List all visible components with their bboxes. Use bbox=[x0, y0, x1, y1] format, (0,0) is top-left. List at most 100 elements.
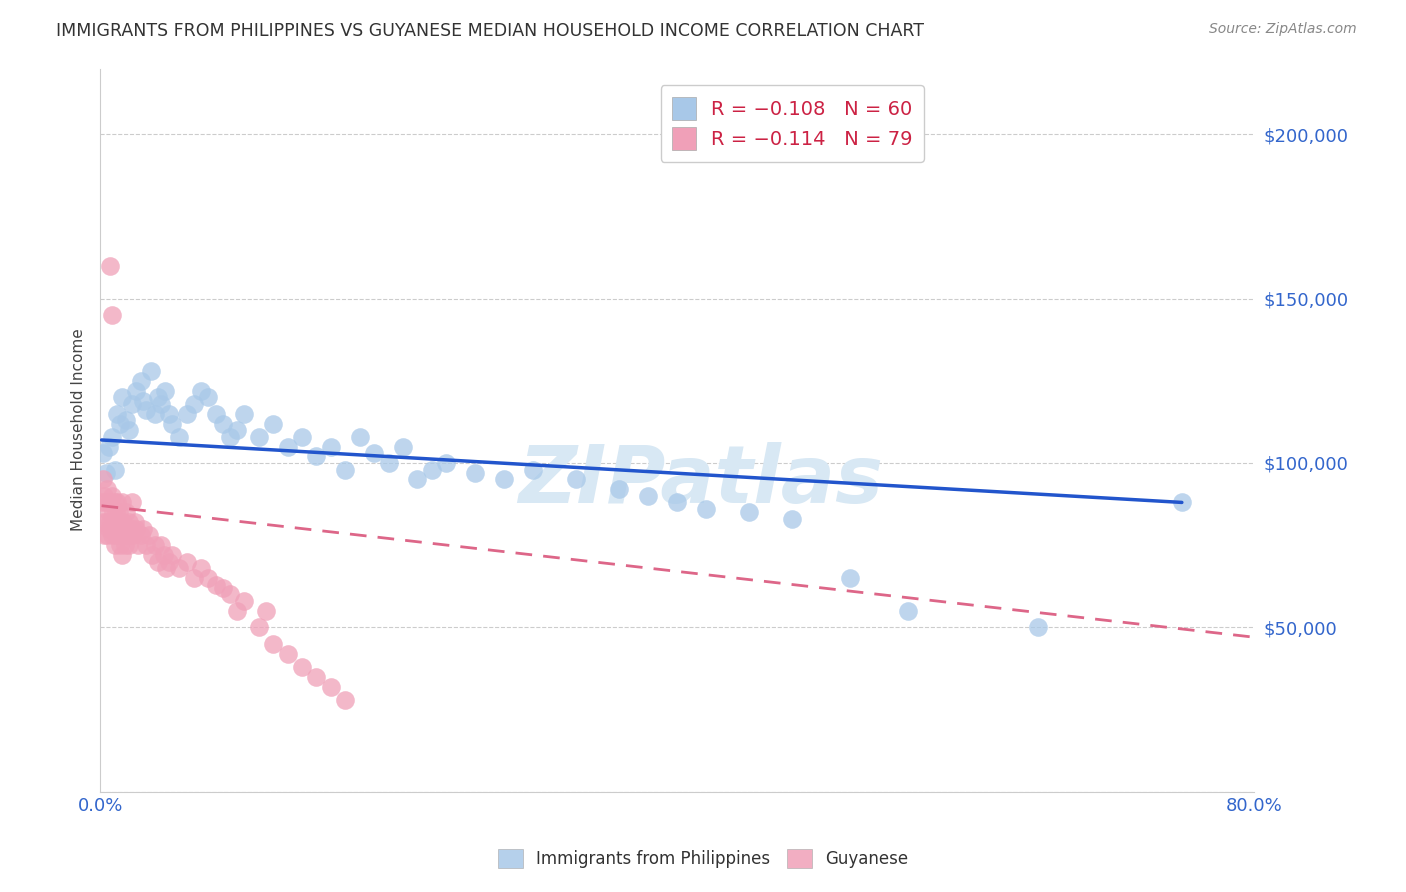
Point bbox=[609, 483, 631, 497]
Point bbox=[115, 528, 138, 542]
Point bbox=[839, 571, 862, 585]
Point bbox=[782, 512, 804, 526]
Point bbox=[132, 522, 155, 536]
Point bbox=[247, 620, 270, 634]
Point bbox=[110, 515, 132, 529]
Point bbox=[104, 528, 127, 542]
Point bbox=[110, 417, 132, 431]
Point bbox=[110, 538, 132, 552]
Point bbox=[94, 495, 117, 509]
Point bbox=[233, 594, 256, 608]
Legend: R = −0.108   N = 60, R = −0.114   N = 79: R = −0.108 N = 60, R = −0.114 N = 79 bbox=[661, 86, 924, 161]
Point bbox=[115, 413, 138, 427]
Point bbox=[152, 548, 174, 562]
Point bbox=[135, 403, 157, 417]
Point bbox=[738, 505, 761, 519]
Point bbox=[91, 515, 114, 529]
Point bbox=[183, 571, 205, 585]
Point bbox=[120, 528, 142, 542]
Text: IMMIGRANTS FROM PHILIPPINES VS GUYANESE MEDIAN HOUSEHOLD INCOME CORRELATION CHAR: IMMIGRANTS FROM PHILIPPINES VS GUYANESE … bbox=[56, 22, 924, 40]
Point bbox=[176, 555, 198, 569]
Point bbox=[522, 462, 544, 476]
Point bbox=[111, 522, 134, 536]
Point bbox=[91, 446, 114, 460]
Point bbox=[114, 522, 136, 536]
Point bbox=[124, 515, 146, 529]
Text: ZIPatlas: ZIPatlas bbox=[517, 442, 883, 520]
Point bbox=[197, 571, 219, 585]
Point bbox=[420, 462, 443, 476]
Point bbox=[129, 374, 152, 388]
Point bbox=[111, 548, 134, 562]
Point bbox=[100, 489, 122, 503]
Point bbox=[305, 670, 328, 684]
Point bbox=[141, 548, 163, 562]
Point bbox=[96, 483, 118, 497]
Point bbox=[211, 581, 233, 595]
Point bbox=[135, 538, 157, 552]
Point bbox=[434, 456, 457, 470]
Point bbox=[1171, 495, 1194, 509]
Point bbox=[112, 515, 135, 529]
Point bbox=[176, 407, 198, 421]
Point bbox=[90, 495, 112, 509]
Point bbox=[377, 456, 399, 470]
Point bbox=[94, 515, 117, 529]
Point bbox=[103, 462, 125, 476]
Point bbox=[219, 430, 242, 444]
Point bbox=[153, 384, 176, 398]
Point bbox=[98, 515, 121, 529]
Point bbox=[98, 259, 121, 273]
Point bbox=[121, 522, 143, 536]
Point bbox=[103, 522, 125, 536]
Point bbox=[392, 440, 415, 454]
Point bbox=[122, 528, 145, 542]
Point bbox=[897, 604, 920, 618]
Point bbox=[157, 407, 180, 421]
Point bbox=[108, 505, 131, 519]
Point bbox=[107, 522, 129, 536]
Point bbox=[277, 647, 299, 661]
Point bbox=[695, 502, 717, 516]
Point bbox=[108, 528, 131, 542]
Point bbox=[129, 528, 152, 542]
Point bbox=[254, 604, 277, 618]
Point bbox=[406, 472, 429, 486]
Point bbox=[204, 407, 226, 421]
Point bbox=[101, 505, 124, 519]
Point bbox=[155, 561, 177, 575]
Point bbox=[335, 692, 357, 706]
Point bbox=[277, 440, 299, 454]
Point bbox=[143, 407, 166, 421]
Point bbox=[169, 561, 191, 575]
Point bbox=[96, 528, 118, 542]
Point bbox=[204, 577, 226, 591]
Point bbox=[125, 384, 148, 398]
Point bbox=[132, 393, 155, 408]
Point bbox=[94, 466, 117, 480]
Point bbox=[363, 446, 385, 460]
Point bbox=[125, 522, 148, 536]
Y-axis label: Median Household Income: Median Household Income bbox=[72, 329, 86, 532]
Point bbox=[349, 430, 371, 444]
Point bbox=[139, 364, 162, 378]
Point bbox=[146, 555, 169, 569]
Point bbox=[149, 538, 172, 552]
Point bbox=[118, 538, 141, 552]
Point bbox=[121, 495, 143, 509]
Point bbox=[104, 505, 127, 519]
Point bbox=[91, 472, 114, 486]
Point bbox=[111, 495, 134, 509]
Point bbox=[319, 680, 342, 694]
Point bbox=[103, 495, 125, 509]
Point bbox=[97, 505, 120, 519]
Point bbox=[169, 430, 191, 444]
Point bbox=[146, 390, 169, 404]
Point bbox=[138, 528, 160, 542]
Point bbox=[111, 390, 134, 404]
Point bbox=[93, 528, 115, 542]
Point bbox=[190, 561, 212, 575]
Point bbox=[190, 384, 212, 398]
Point bbox=[97, 440, 120, 454]
Point bbox=[127, 538, 149, 552]
